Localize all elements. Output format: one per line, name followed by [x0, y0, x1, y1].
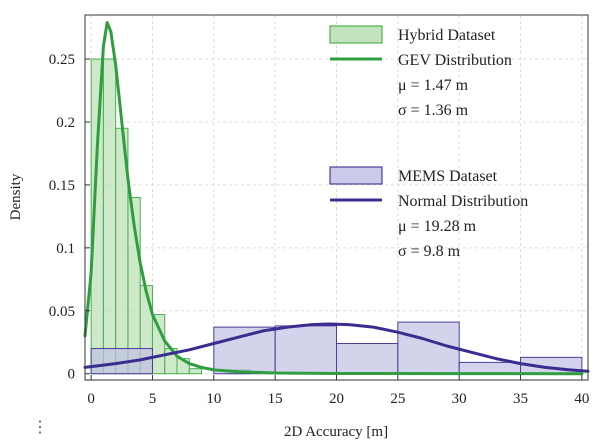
- distribution-curve: [83, 21, 584, 376]
- legend-stat: μ = 1.47 m: [398, 77, 469, 94]
- histogram-bar: [151, 314, 166, 375]
- ellipsis-icon: ⋮: [32, 419, 48, 436]
- histogram-bar: [458, 361, 522, 375]
- legend-patch: [329, 25, 383, 44]
- x-tick-label: 30: [452, 391, 467, 407]
- y-tick-label: 0.2: [56, 115, 75, 131]
- y-tick-label: 0.05: [49, 304, 75, 320]
- histogram-bar: [90, 348, 153, 375]
- y-tick-label: 0.1: [56, 241, 75, 257]
- x-tick-label: 10: [206, 391, 221, 407]
- histogram-bar: [102, 58, 117, 375]
- histogram-bar: [274, 325, 338, 375]
- x-tick-label: 40: [574, 391, 589, 407]
- legend-label: Hybrid Dataset: [398, 27, 496, 44]
- legend-stat: σ = 1.36 m: [398, 102, 469, 119]
- legend-patch: [329, 166, 383, 185]
- x-axis-title: 2D Accuracy [m]: [284, 424, 388, 440]
- distribution-curves: [83, 21, 590, 376]
- x-tick-label: 0: [87, 391, 95, 407]
- y-tick-label: 0: [68, 367, 76, 383]
- distribution-curve: [83, 322, 590, 373]
- y-axis-title: Density: [8, 173, 24, 220]
- x-tick-label: 25: [390, 391, 405, 407]
- legend-label: GEV Distribution: [398, 52, 512, 69]
- histogram-bar: [336, 343, 399, 375]
- y-tick-label: 0.15: [49, 178, 75, 194]
- x-tick-label: 15: [268, 391, 283, 407]
- legend-label: MEMS Dataset: [398, 168, 498, 185]
- x-tick-label: 20: [329, 391, 344, 407]
- legend-stat: μ = 19.28 m: [398, 218, 477, 235]
- axis-ticks: 0 5 10 15 20 25 30 35 40 0 0.05 0.1 0.15 0.2 0.25: [49, 52, 590, 407]
- histogram-bars: [90, 58, 583, 375]
- histogram-bar: [188, 368, 203, 375]
- x-tick-label: 35: [513, 391, 528, 407]
- legend-stat: σ = 9.8 m: [398, 243, 461, 260]
- x-tick-label: 5: [149, 391, 157, 407]
- legend: Hybrid Dataset GEV Distribution μ = 1.47 m…: [329, 25, 528, 260]
- y-tick-label: 0.25: [49, 52, 75, 68]
- legend-label: Normal Distribution: [398, 193, 528, 210]
